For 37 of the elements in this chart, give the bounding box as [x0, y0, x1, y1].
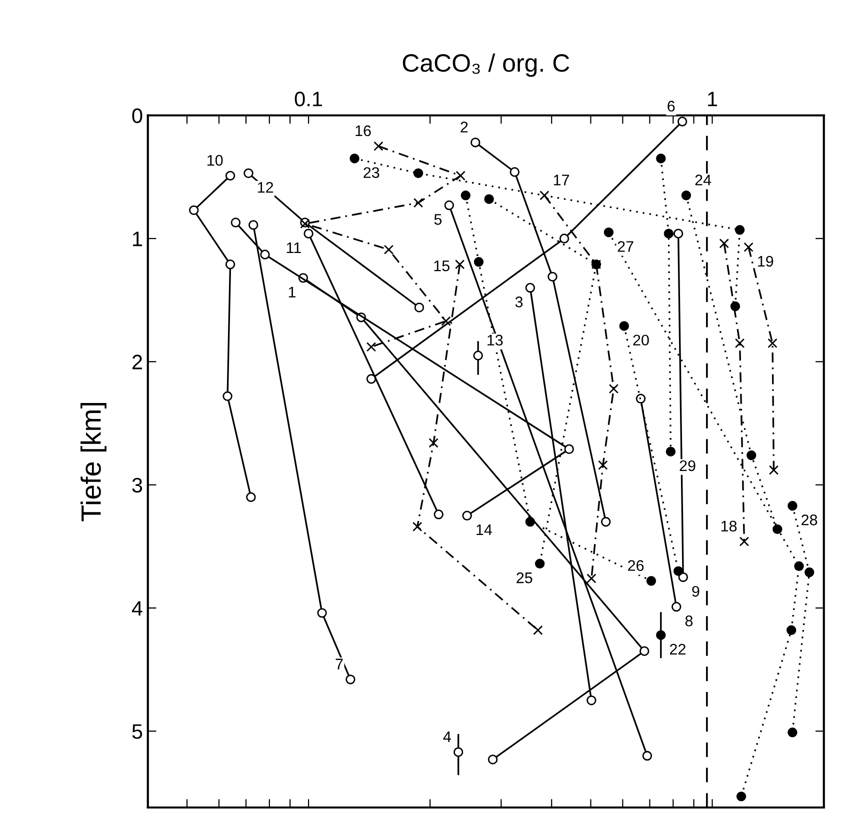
series-label: 15: [434, 260, 450, 272]
y-tick-label: 0: [132, 108, 142, 124]
series-label: 13: [488, 334, 503, 346]
series-label: 4: [443, 731, 451, 742]
x-tick-label: 0.1: [294, 92, 322, 106]
x-axis-title: CaCO₃ / org. C: [402, 54, 570, 77]
series-label: 29: [680, 460, 696, 472]
series-label: 26: [628, 560, 644, 571]
series-label: 24: [695, 174, 712, 186]
series-label: 16: [356, 125, 371, 136]
series-label: 17: [554, 174, 570, 186]
series-label: 23: [364, 167, 380, 178]
y-axis-title: Tiefe [km]: [80, 402, 106, 522]
series-label: 5: [434, 214, 442, 225]
legend-label: 2: [460, 122, 468, 132]
series-label: 20: [633, 334, 649, 346]
series-label: 10: [208, 154, 223, 166]
series-label: 6: [668, 100, 675, 112]
series-label: 18: [721, 520, 737, 532]
series-label: 9: [692, 586, 700, 597]
y-tick-label: 2: [132, 354, 142, 370]
series-label: 11: [286, 242, 301, 253]
series-label: 14: [476, 524, 492, 536]
y-tick-label: 1: [133, 232, 142, 246]
series-label: 19: [758, 256, 774, 267]
series-label: 22: [670, 644, 686, 654]
series-label: 3: [515, 296, 523, 308]
y-tick-label: 5: [132, 724, 142, 739]
series-label: 8: [685, 616, 693, 626]
series-label: 27: [618, 241, 634, 252]
y-tick-label: 3: [132, 478, 142, 493]
series-label: 1: [288, 286, 296, 298]
series-label: 7: [336, 658, 343, 670]
y-tick-label: 4: [132, 601, 142, 616]
series-label: 28: [802, 514, 818, 526]
series-label: 12: [258, 182, 274, 193]
series-label: 25: [516, 572, 532, 584]
